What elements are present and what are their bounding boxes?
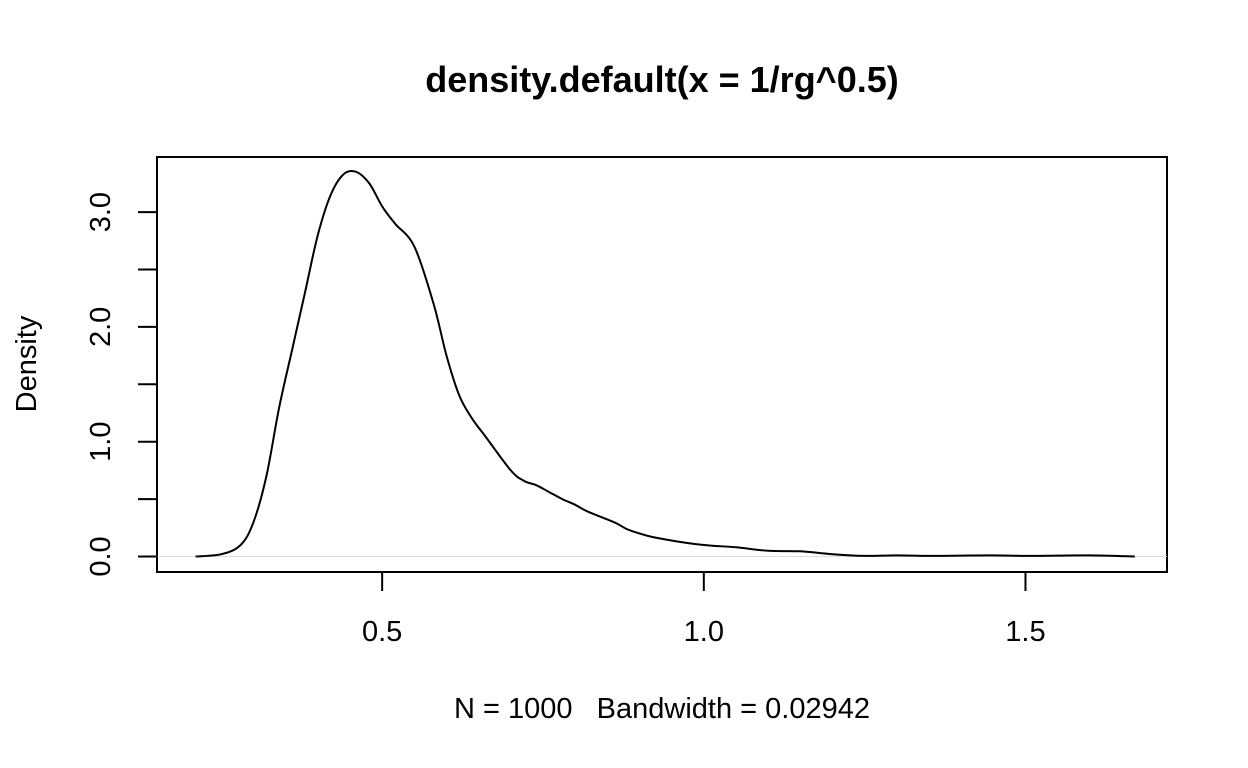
y-axis: 0.0 1.0 2.0 3.0 <box>85 192 158 577</box>
x-tick-label: 1.5 <box>1005 616 1045 648</box>
y-tick-label: 2.0 <box>85 307 117 347</box>
plot-frame <box>156 156 1168 573</box>
x-tick-label: 1.0 <box>684 616 724 648</box>
y-tick-label: 3.0 <box>85 192 117 232</box>
density-curve <box>195 169 1135 558</box>
y-axis-label: Density <box>11 315 43 412</box>
x-axis-label: N = 1000 Bandwidth = 0.02942 <box>454 693 870 725</box>
x-axis: 0.5 1.0 1.5 <box>362 571 1046 648</box>
y-tick-label: 1.0 <box>85 422 117 462</box>
y-tick-label: 0.0 <box>85 536 117 576</box>
chart-title: density.default(x = 1/rg^0.5) <box>425 59 898 100</box>
x-tick-label: 0.5 <box>362 616 402 648</box>
